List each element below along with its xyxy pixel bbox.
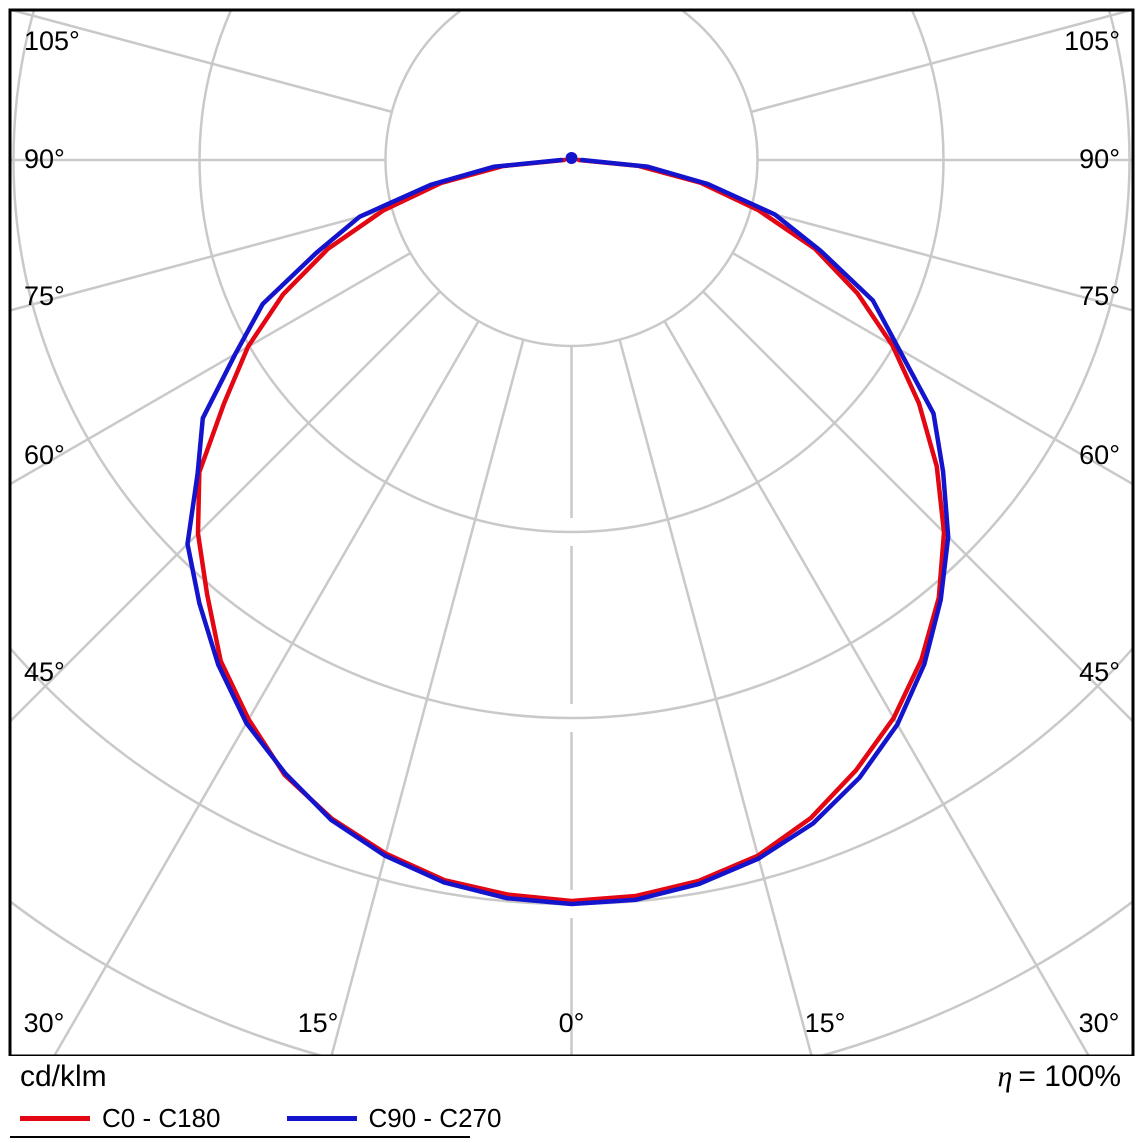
grid-radial-line (10, 206, 393, 312)
polar-chart: 105° 90° 75° 60° 45° 105° 90° 75° 60° 45° 30° 15° 0°… (8, 8, 1135, 1056)
angle-label-bottom: 30° (24, 1008, 65, 1038)
grid-radial-line (750, 206, 1133, 312)
angle-label-left: 105° (24, 26, 80, 56)
eta-symbol: η (997, 1060, 1013, 1093)
angle-label-right: 45° (1079, 657, 1120, 687)
grid-radial-line (702, 290, 1133, 724)
curve-c90-c270 (185, 157, 951, 907)
chart-footer: cd/klm η = 100% C0 - C180 C90 - C270 (0, 1056, 1143, 1143)
legend-swatch-c90-c270 (286, 1116, 357, 1121)
pole-marker (565, 152, 578, 164)
legend-label-c90-c270: C90 - C270 (368, 1103, 502, 1133)
plot-frame (8, 8, 1135, 1056)
legend: C0 - C180 C90 - C270 (20, 1103, 501, 1134)
grid-ring (384, 10, 759, 348)
grid-radial-line (731, 251, 1133, 486)
eta-value: = 100% (1018, 1060, 1121, 1093)
grid-radial-line (52, 320, 480, 1056)
angle-label-right: 60° (1079, 440, 1120, 470)
curve-c0-c180 (195, 157, 947, 904)
curves (185, 152, 951, 907)
legend-label-c0-c180: C0 - C180 (102, 1103, 221, 1133)
footer-divider (10, 1136, 470, 1138)
angle-label-bottom: 15° (298, 1008, 339, 1038)
grid-radial-line (10, 290, 441, 724)
grid-radial-line (10, 10, 393, 114)
footer-top-row: cd/klm η = 100% (0, 1060, 1143, 1094)
angle-label-bottom: 30° (1079, 1008, 1120, 1038)
angle-label-left: 45° (24, 657, 65, 687)
angle-label-bottom: 15° (805, 1008, 846, 1038)
angle-label-left: 60° (24, 440, 65, 470)
angle-label-right: 75° (1079, 281, 1120, 311)
legend-item-c0-c180: C0 - C180 (20, 1103, 221, 1134)
angle-label-bottom: 0° (559, 1008, 585, 1038)
angle-label-right: 90° (1079, 144, 1120, 174)
grid-radial-line (618, 339, 813, 1056)
grid-radial-line (10, 251, 412, 486)
legend-item-c90-c270: C90 - C270 (286, 1103, 502, 1134)
unit-label: cd/klm (20, 1060, 107, 1093)
grid-radial-line (330, 339, 525, 1056)
angle-label-left: 90° (24, 144, 65, 174)
angle-labels: 105° 90° 75° 60° 45° 105° 90° 75° 60° 45° 30° 15° 0°… (24, 26, 1120, 1038)
angle-label-right: 105° (1064, 26, 1120, 56)
angle-label-left: 75° (24, 281, 65, 311)
grid-radial-line (750, 10, 1133, 114)
efficiency-label: η = 100% (998, 1060, 1121, 1094)
grid-radial-line (663, 320, 1091, 1056)
legend-swatch-c0-c180 (20, 1116, 90, 1121)
